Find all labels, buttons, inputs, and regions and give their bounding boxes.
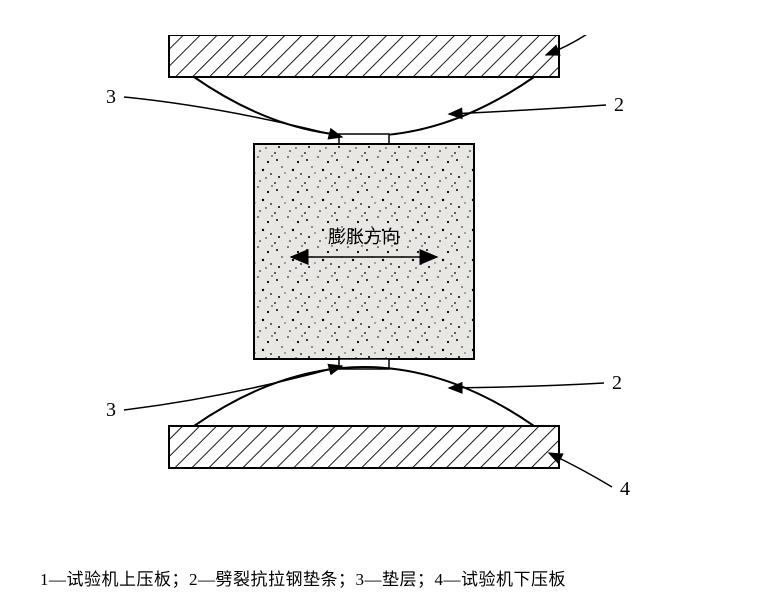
leader-2-lower-label: 2 (612, 372, 622, 394)
leader-4-label: 4 (620, 478, 630, 500)
legend-2-num: 2 (189, 570, 198, 589)
legend-3-num: 3 (356, 570, 365, 589)
upper-cushion (339, 134, 389, 144)
schematic-svg: 膨胀方向 1 2 3 2 3 4 (64, 35, 634, 525)
legend-line: 1—试验机上压板；2—劈裂抗拉钢垫条；3—垫层；4—试验机下压板 (40, 565, 566, 590)
upper-bearing-strip (194, 77, 534, 136)
leader-3-upper (124, 97, 342, 137)
legend-4-text: 试验机下压板 (461, 570, 566, 589)
leader-2-upper (449, 105, 606, 114)
legend-1-num: 1 (40, 570, 49, 589)
leader-2-upper-label: 2 (614, 94, 624, 116)
leader-2-lower (449, 383, 604, 388)
diagram-container: 膨胀方向 1 2 3 2 3 4 (64, 35, 634, 525)
legend-4-num: 4 (435, 570, 444, 589)
legend-1-text: 试验机上压板 (67, 570, 172, 589)
leader-3-upper-label: 3 (106, 86, 116, 108)
specimen-block (254, 144, 474, 359)
legend-2-text: 劈裂抗拉钢垫条 (216, 570, 339, 589)
lower-bearing-strip (194, 367, 534, 426)
legend-3-text: 垫层 (382, 570, 417, 589)
lower-platen (169, 426, 559, 468)
expansion-label: 膨胀方向 (328, 227, 400, 247)
leader-3-lower-label: 3 (106, 399, 116, 421)
leader-4 (549, 453, 612, 487)
upper-platen (169, 35, 559, 77)
